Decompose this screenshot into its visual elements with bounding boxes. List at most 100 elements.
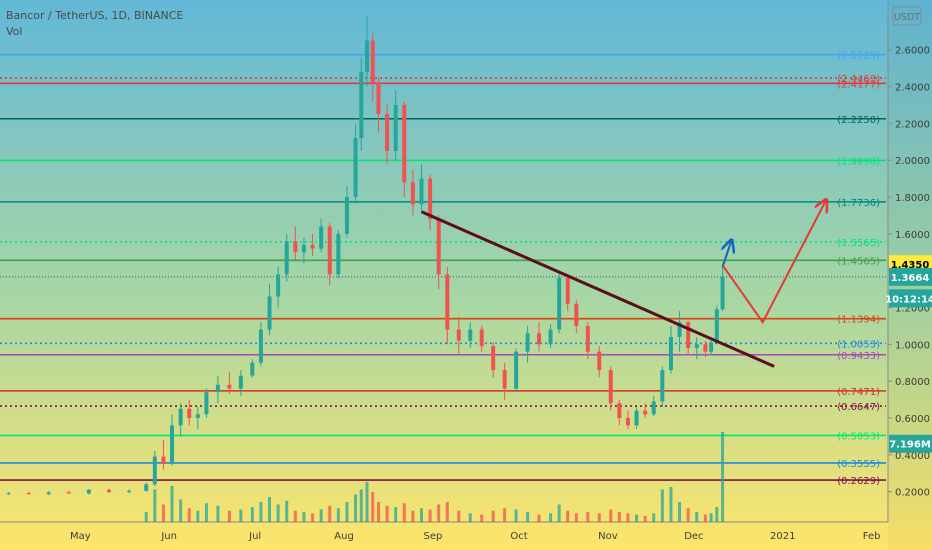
candle-body (514, 351, 519, 389)
level-label: (2.4463) (837, 74, 880, 85)
y-tick-label: 0.8000 (895, 377, 930, 388)
x-tick-label: Nov (598, 531, 618, 542)
candle-body (161, 456, 166, 464)
y-tick-label: 1.8000 (895, 193, 930, 204)
candle-body (26, 493, 31, 495)
candle-body (402, 104, 407, 183)
volume-bar (328, 505, 332, 522)
volume-bar (480, 514, 484, 522)
candle-body (267, 296, 272, 330)
volume-bar (660, 489, 664, 522)
price-badge-label: 7.196M (889, 440, 931, 451)
volume-bar (703, 514, 707, 522)
candle-body (385, 114, 390, 151)
candle-body (709, 342, 714, 352)
candle-body (436, 219, 441, 275)
volume-bar (239, 509, 243, 522)
x-tick-label: May (70, 531, 91, 542)
candle-body (336, 233, 341, 275)
candle-body (276, 274, 281, 297)
level-label: (1.9990) (837, 156, 880, 167)
candle-body (491, 346, 496, 371)
level-label: (0.9433) (837, 351, 880, 362)
candle-body (445, 274, 450, 330)
volume-bar (179, 499, 183, 522)
candle-body (6, 493, 11, 495)
volume-bar (549, 513, 553, 522)
currency-badge[interactable]: USDT (892, 6, 922, 26)
level-label: (0.7471) (837, 387, 880, 398)
price-badge (889, 289, 932, 308)
volume-bar (626, 513, 630, 522)
volume-bar (259, 501, 263, 522)
volume-bar (385, 505, 389, 522)
volume-bars (144, 432, 725, 522)
volume-bar (144, 511, 148, 522)
candle-body (660, 370, 665, 402)
level-label: (2.5729) (837, 51, 880, 62)
volume-bar (227, 510, 231, 522)
candle-body (144, 484, 149, 491)
y-tick-label: 2.6000 (895, 46, 930, 57)
volume-bar (276, 504, 280, 522)
candle-body (456, 329, 461, 341)
symbol-title[interactable]: Bancor / TetherUS, 1D, BINANCE (6, 9, 184, 22)
volume-bar (250, 506, 254, 522)
volume-bar (354, 494, 358, 522)
x-tick-label: 2021 (770, 531, 795, 542)
candle-body (204, 392, 209, 415)
volume-bar (394, 506, 398, 522)
x-tick-label: Aug (334, 531, 354, 542)
candle-body (428, 178, 433, 220)
volume-bar (293, 510, 297, 522)
volume-bar (345, 501, 349, 522)
level-label: (0.3555) (837, 459, 880, 470)
candle-body (215, 384, 220, 393)
candle-body (668, 336, 673, 371)
candle-body (293, 241, 298, 253)
trendline (420, 210, 775, 368)
candle-body (170, 425, 175, 464)
volume-bar (609, 509, 613, 522)
volume-bar (514, 509, 518, 522)
x-axis-ticks: May Jun Jul Aug Sep Oct Nov Dec 2021 Feb (70, 531, 881, 542)
candle-body (258, 329, 263, 363)
candle-body (548, 329, 553, 345)
candle-body (227, 384, 232, 389)
price-badge-label: 1.3664 (891, 273, 930, 284)
y-tick-label: 2.4000 (895, 83, 930, 94)
volume-bar (721, 432, 725, 522)
candle-body (152, 456, 157, 485)
candle-body (344, 197, 349, 234)
y-tick-label: 1.6000 (895, 230, 930, 241)
volume-bar (686, 508, 690, 522)
candle-body (319, 226, 324, 249)
volume-bar (652, 513, 656, 522)
candle-body (46, 492, 51, 495)
price-badges: 1.4350 1.3664 10:12:14 7.196M (885, 255, 932, 453)
candle-body (597, 351, 602, 371)
volume-indicator-label[interactable]: Vol (6, 25, 23, 38)
volume-bar (161, 504, 165, 522)
candle-body (479, 329, 484, 347)
volume-bar (319, 509, 323, 522)
candle-body (651, 401, 656, 415)
candle-body (720, 276, 725, 310)
candle-body (525, 333, 530, 352)
candle-body (376, 82, 381, 115)
candle-body (617, 403, 622, 418)
volume-bar (359, 489, 363, 522)
candle-body (66, 492, 71, 494)
level-labels: (2.5729) (2.4463)(2.4177) (2.2250) (1.9990)… (837, 51, 880, 487)
projection-arrow-red (721, 201, 826, 325)
volume-bar (537, 514, 541, 522)
volume-bar (437, 504, 441, 522)
volume-bar (586, 511, 590, 522)
candle-body (327, 226, 332, 275)
candle-body (625, 417, 630, 426)
price-badge (889, 267, 932, 286)
y-tick-label: 0.6000 (895, 414, 930, 425)
volume-bar (376, 501, 380, 522)
candle-body (574, 303, 579, 326)
